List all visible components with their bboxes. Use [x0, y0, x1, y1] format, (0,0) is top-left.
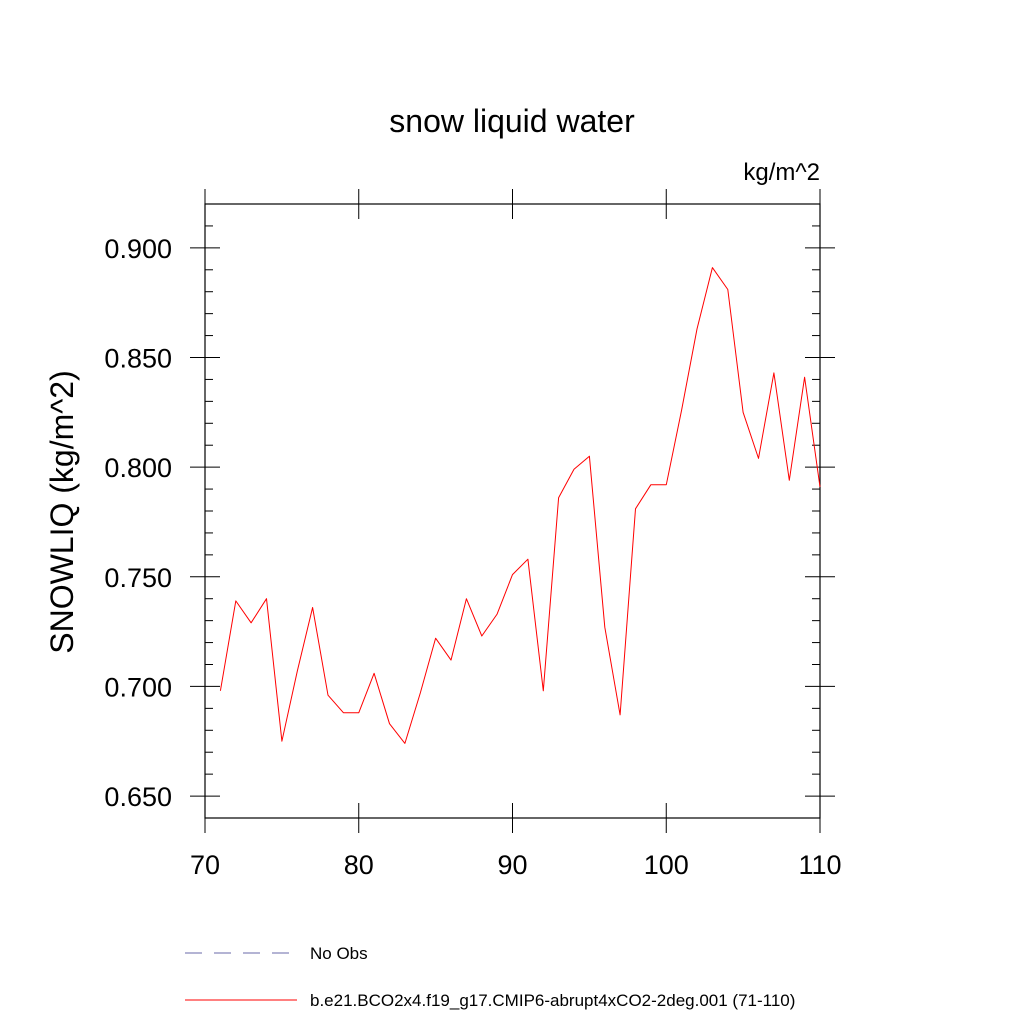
- y-tick-label: 0.650: [104, 782, 172, 812]
- y-tick-label: 0.750: [104, 563, 172, 593]
- units-label: kg/m^2: [743, 159, 820, 186]
- x-tick-label: 80: [344, 850, 374, 880]
- y-tick-label: 0.800: [104, 453, 172, 483]
- x-tick-label: 90: [497, 850, 527, 880]
- x-tick-label: 110: [798, 850, 841, 880]
- legend: No Obs b.e21.BCO2x4.f19_g17.CMIP6-abrupt…: [185, 944, 795, 1010]
- y-tick-label: 0.900: [104, 234, 172, 264]
- legend-label-model-run: b.e21.BCO2x4.f19_g17.CMIP6-abrupt4xCO2-2…: [310, 991, 795, 1010]
- chart-title: snow liquid water: [389, 103, 635, 139]
- y-axis: 0.650 0.700 0.750 0.800 0.850 0.900: [104, 203, 835, 819]
- y-tick-label: 0.700: [104, 672, 172, 702]
- x-axis: 70 80 90 100 110: [190, 189, 842, 880]
- series-line: [219, 267, 821, 744]
- series-layer: [219, 267, 821, 744]
- legend-label-no-obs: No Obs: [310, 944, 368, 963]
- x-tick-label: 70: [190, 850, 220, 880]
- y-tick-label: 0.850: [104, 344, 172, 374]
- x-tick-label: 100: [644, 850, 689, 880]
- plot-frame: [204, 203, 821, 819]
- y-axis-label: SNOWLIQ (kg/m^2): [44, 370, 80, 653]
